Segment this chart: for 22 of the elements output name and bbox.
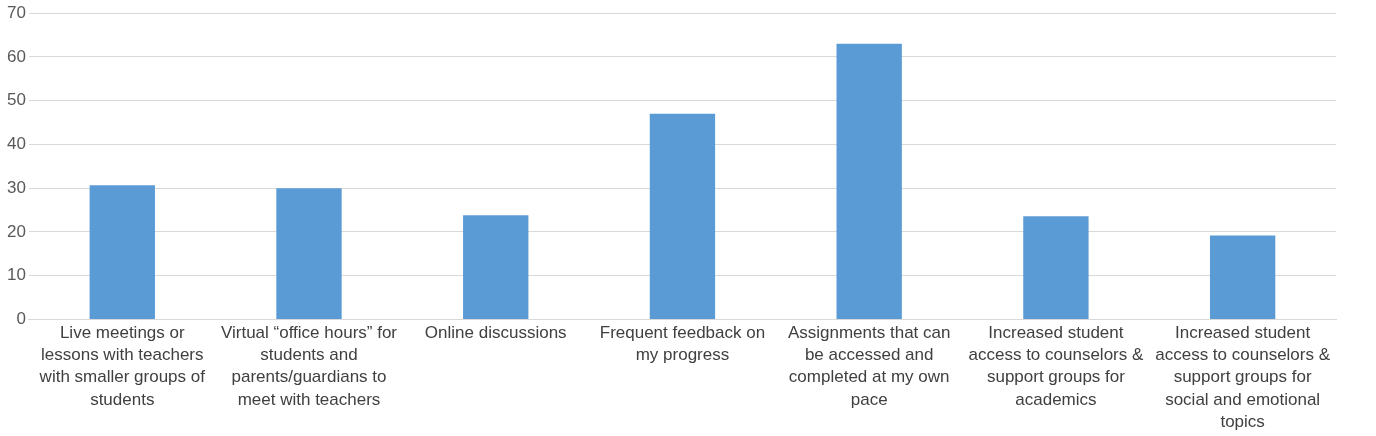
x-tick-label: Increased student access to counselors & support groups for social and emotional topics [1155, 323, 1331, 431]
x-tick-label: Live meetings or lessons with teachers with smaller groups of students [38, 323, 206, 409]
bar [463, 215, 529, 319]
x-tick-label: Assignments that can be accessed and completed at my own pace [787, 323, 951, 409]
x-tick-label: Virtual “office hours” for students and parents/guardians to meet with teachers [220, 323, 398, 409]
bar [1023, 216, 1089, 319]
y-tick-label: 50 [6, 90, 26, 110]
bar [89, 185, 155, 319]
x-tick-label: Frequent feedback on my progress [599, 323, 766, 365]
y-tick-label: 20 [6, 221, 26, 241]
bar [1209, 235, 1276, 319]
y-tick-label: 0 [16, 309, 26, 329]
y-tick-label: 40 [6, 134, 26, 154]
bar [649, 113, 716, 319]
bar [836, 43, 902, 319]
x-tick-label: Increased student access to counselors & support groups for academics [968, 323, 1144, 409]
x-tick-label: Online discussions [424, 323, 567, 343]
y-tick-label: 60 [6, 46, 26, 66]
y-tick-label: 30 [6, 177, 26, 197]
y-tick-label: 70 [6, 2, 26, 22]
y-tick-label: 10 [6, 265, 26, 285]
bar [276, 188, 342, 319]
